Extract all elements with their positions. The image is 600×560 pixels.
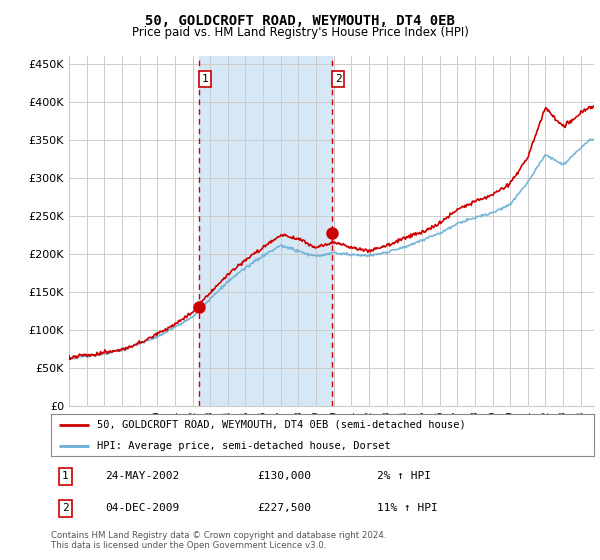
Text: 24-MAY-2002: 24-MAY-2002 bbox=[106, 471, 179, 481]
Text: 1: 1 bbox=[202, 74, 209, 84]
Text: 2% ↑ HPI: 2% ↑ HPI bbox=[377, 471, 431, 481]
Text: 50, GOLDCROFT ROAD, WEYMOUTH, DT4 0EB (semi-detached house): 50, GOLDCROFT ROAD, WEYMOUTH, DT4 0EB (s… bbox=[97, 420, 466, 430]
Text: £227,500: £227,500 bbox=[257, 503, 311, 514]
Text: £130,000: £130,000 bbox=[257, 471, 311, 481]
Text: 2: 2 bbox=[335, 74, 341, 84]
Text: 11% ↑ HPI: 11% ↑ HPI bbox=[377, 503, 437, 514]
Text: Contains HM Land Registry data © Crown copyright and database right 2024.
This d: Contains HM Land Registry data © Crown c… bbox=[51, 531, 386, 550]
Text: 04-DEC-2009: 04-DEC-2009 bbox=[106, 503, 179, 514]
Text: 50, GOLDCROFT ROAD, WEYMOUTH, DT4 0EB: 50, GOLDCROFT ROAD, WEYMOUTH, DT4 0EB bbox=[145, 14, 455, 28]
Text: 1: 1 bbox=[62, 471, 68, 481]
Text: Price paid vs. HM Land Registry's House Price Index (HPI): Price paid vs. HM Land Registry's House … bbox=[131, 26, 469, 39]
Bar bbox=[199, 56, 332, 406]
Text: 2: 2 bbox=[62, 503, 68, 514]
Text: HPI: Average price, semi-detached house, Dorset: HPI: Average price, semi-detached house,… bbox=[97, 441, 391, 451]
